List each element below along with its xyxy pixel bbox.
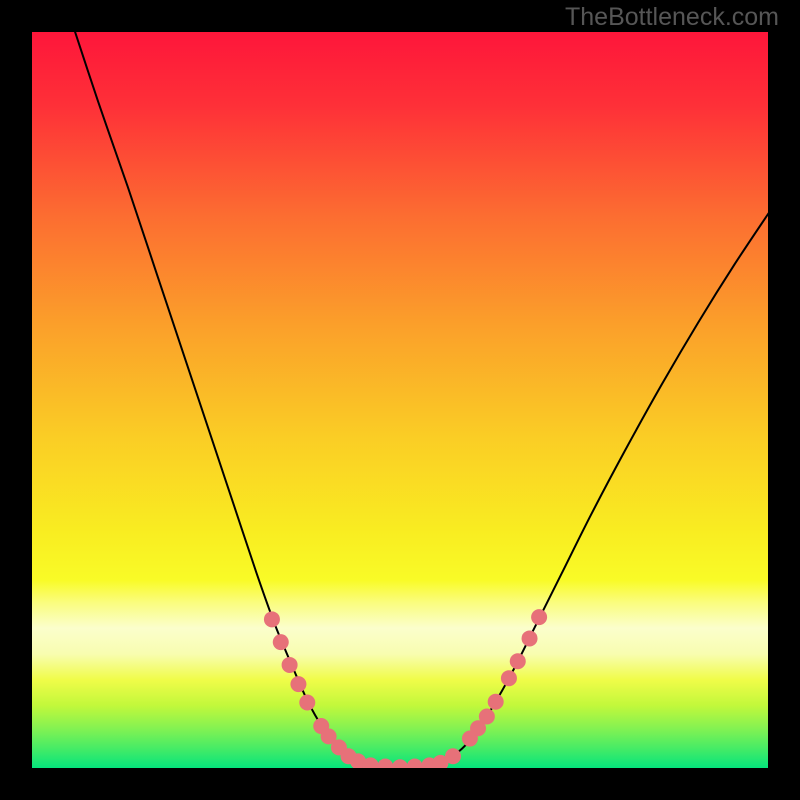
data-bead (290, 676, 306, 692)
data-bead (510, 653, 526, 669)
data-bead (445, 748, 461, 764)
data-bead (531, 609, 547, 625)
chart-svg (32, 32, 768, 768)
data-bead (501, 670, 517, 686)
data-bead (522, 630, 538, 646)
data-bead (264, 611, 280, 627)
data-bead (299, 694, 315, 710)
data-bead (282, 657, 298, 673)
gradient-background (32, 32, 768, 768)
watermark-text: TheBottleneck.com (565, 3, 779, 32)
chart-plot-area (32, 32, 768, 768)
data-bead (273, 634, 289, 650)
data-bead (479, 708, 495, 724)
data-bead (488, 694, 504, 710)
